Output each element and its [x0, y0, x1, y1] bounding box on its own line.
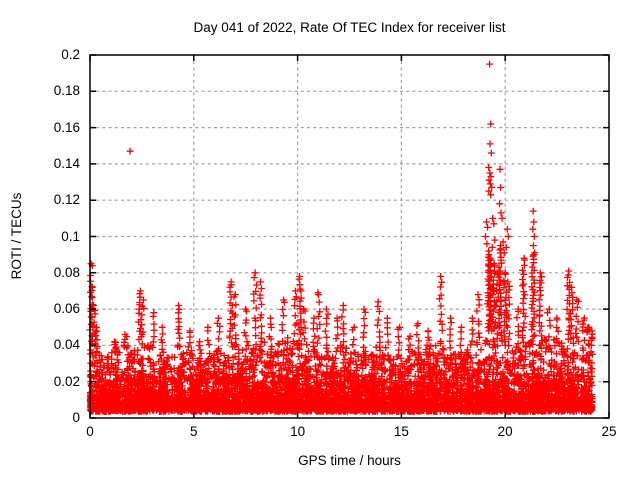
y-tick-label: 0.06 — [53, 301, 80, 317]
y-tick-label: 0.16 — [53, 119, 80, 135]
y-tick-label: 0.08 — [53, 264, 80, 280]
y-tick-label: 0.02 — [53, 373, 80, 389]
y-tick-label: 0 — [72, 410, 80, 425]
x-tick-label: 5 — [190, 424, 198, 439]
x-tick-label: 15 — [393, 424, 409, 439]
grid-lines — [90, 55, 609, 418]
x-tick-label: 25 — [601, 424, 617, 439]
axis-ticks — [89, 54, 610, 419]
scatter-points — [86, 60, 596, 415]
x-tick-label: 20 — [497, 424, 513, 439]
y-tick-label: 0.14 — [53, 155, 80, 171]
y-tick-label: 0.1 — [61, 228, 80, 244]
y-tick-label: 0.2 — [61, 47, 80, 62]
chart-title: Day 041 of 2022, Rate Of TEC Index for r… — [193, 20, 506, 35]
y-tick-label: 0.18 — [53, 83, 80, 99]
y-tick-label: 0.12 — [53, 192, 80, 208]
y-tick-label: 0.04 — [53, 337, 80, 353]
x-axis-label: GPS time / hours — [298, 453, 401, 468]
x-tick-label: 0 — [86, 424, 94, 439]
x-tick-label: 10 — [290, 424, 306, 439]
